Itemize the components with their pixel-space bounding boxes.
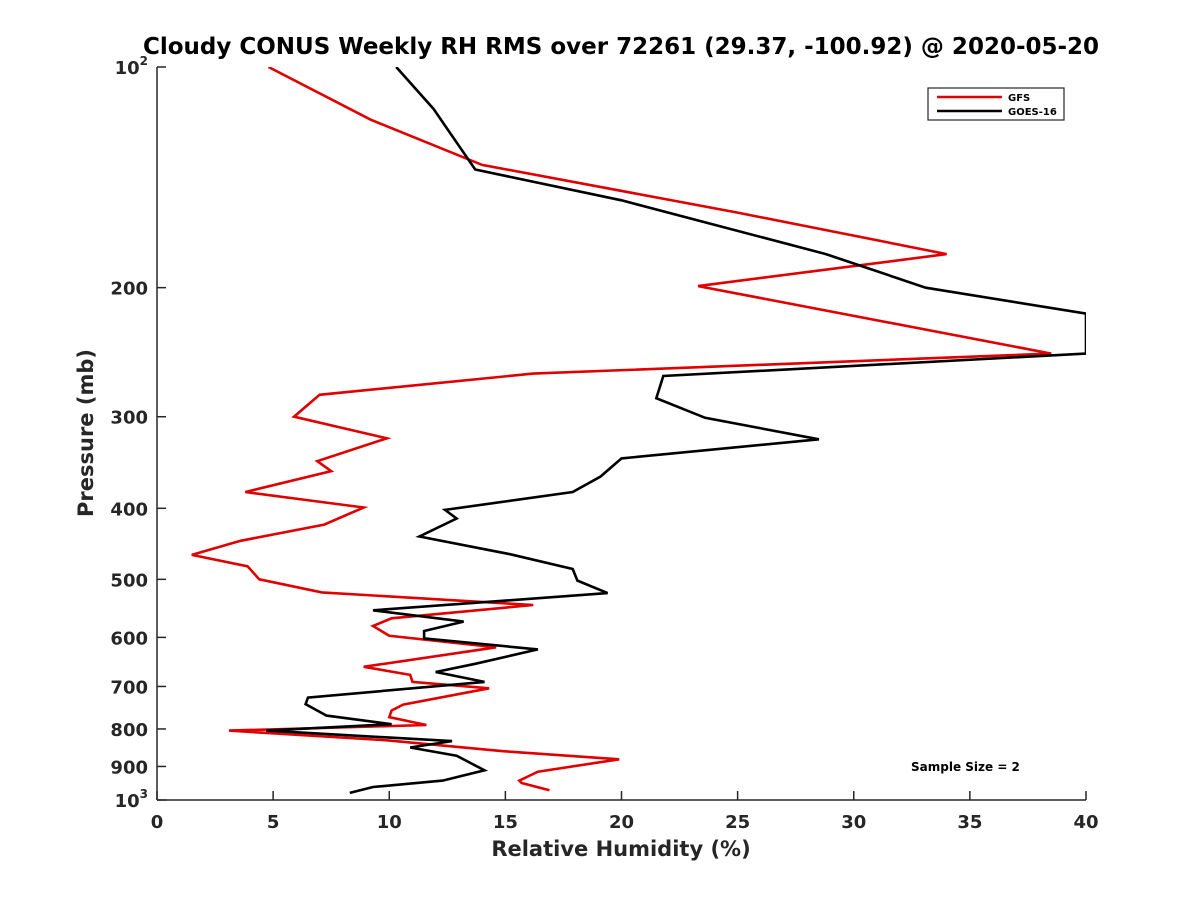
sample-size-annotation: Sample Size = 2 [911,760,1020,774]
y-tick-label: 600 [110,628,148,649]
legend-label-gfs: GFS [1008,93,1030,104]
chart-title: Cloudy CONUS Weekly RH RMS over 72261 (2… [143,34,1099,60]
y-tick-label: 102 [115,54,148,79]
x-tick-label: 25 [725,812,750,833]
y-tick-label: 300 [110,408,148,429]
y-tick-label: 400 [110,499,148,520]
x-axis-label: Relative Humidity (%) [491,837,750,861]
y-tick-label: 900 [110,757,148,778]
x-axis: 0 5 10 15 20 25 30 35 40 [151,791,1099,833]
series-layer [191,67,1086,795]
x-tick-label: 30 [841,812,866,833]
x-tick-label: 35 [957,812,982,833]
series-line-goes16 [266,67,1086,795]
y-tick-label: 700 [110,677,148,698]
x-tick-label: 5 [267,812,280,833]
legend: GFS GOES-16 [927,87,1065,121]
y-axis-label: Pressure (mb) [74,349,98,517]
y-tick-label: 800 [110,720,148,741]
x-tick-label: 10 [377,812,402,833]
legend-label-goes16: GOES-16 [1008,107,1057,118]
y-axis: 102 200 300 400 500 600 700 800 900 103 [110,54,166,812]
y-tick-label: 200 [110,279,148,300]
y-tick-label: 500 [110,570,148,591]
plot-area [156,67,1086,801]
x-tick-label: 40 [1073,812,1098,833]
x-tick-label: 20 [609,812,634,833]
y-tick-label: 103 [115,787,148,812]
x-tick-label: 0 [151,812,164,833]
legend-box [927,87,1065,121]
series-line-gfs [191,67,1052,792]
x-tick-label: 15 [493,812,518,833]
